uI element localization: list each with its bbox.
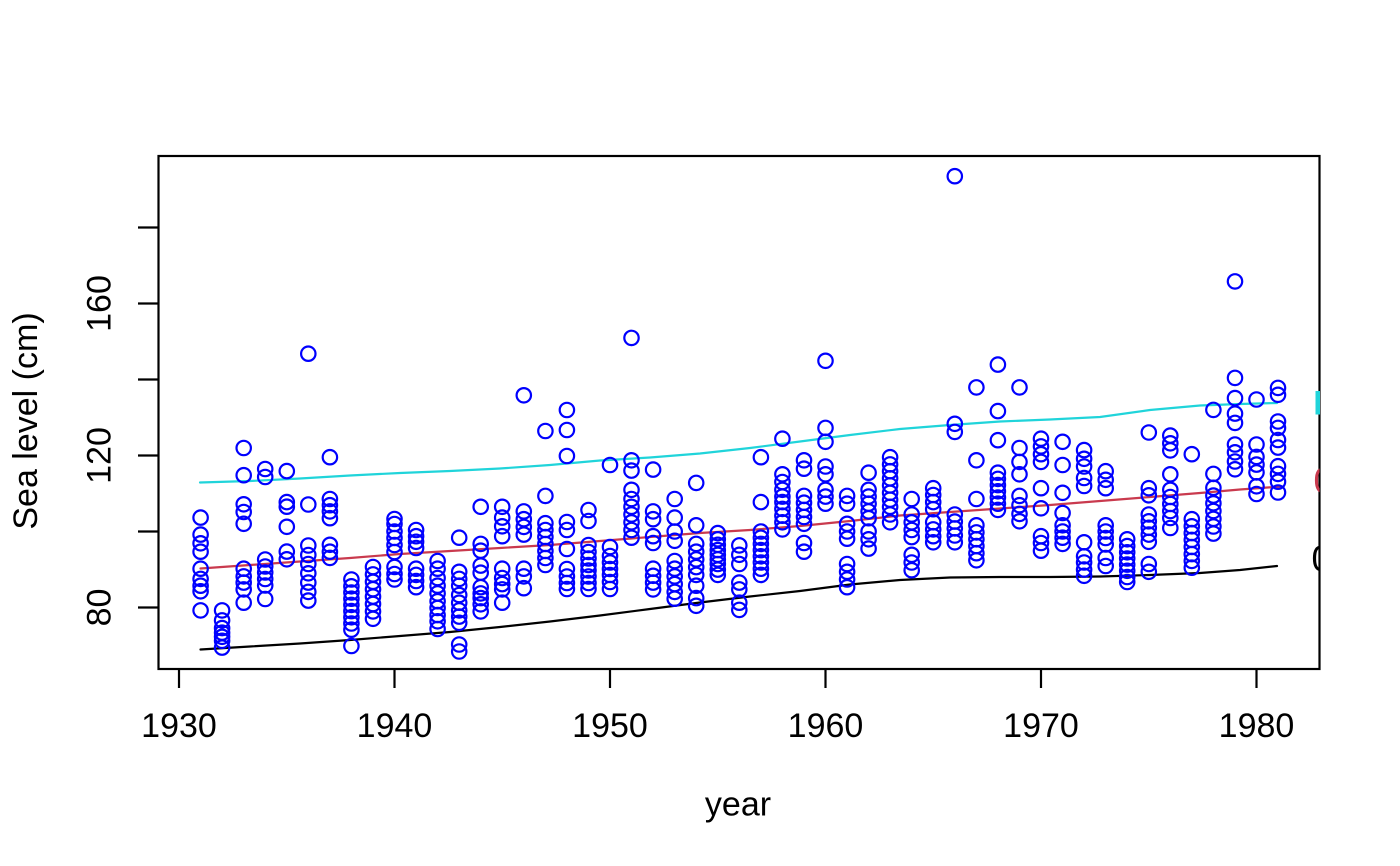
svg-text:1960: 1960: [788, 707, 864, 745]
svg-text:0.5: 0.5: [1314, 460, 1364, 501]
svg-text:Sea level (cm): Sea level (cm): [7, 312, 45, 529]
svg-text:year: year: [705, 786, 771, 824]
svg-text:80: 80: [81, 589, 119, 627]
svg-text:120: 120: [81, 427, 119, 484]
svg-text:1980: 1980: [1219, 707, 1295, 745]
svg-text:1950: 1950: [572, 707, 648, 745]
svg-text:1930: 1930: [141, 707, 217, 745]
svg-text:0.05: 0.05: [1312, 538, 1382, 579]
svg-text:1970: 1970: [1003, 707, 1079, 745]
svg-text:1940: 1940: [357, 707, 433, 745]
svg-text:160: 160: [81, 275, 119, 332]
